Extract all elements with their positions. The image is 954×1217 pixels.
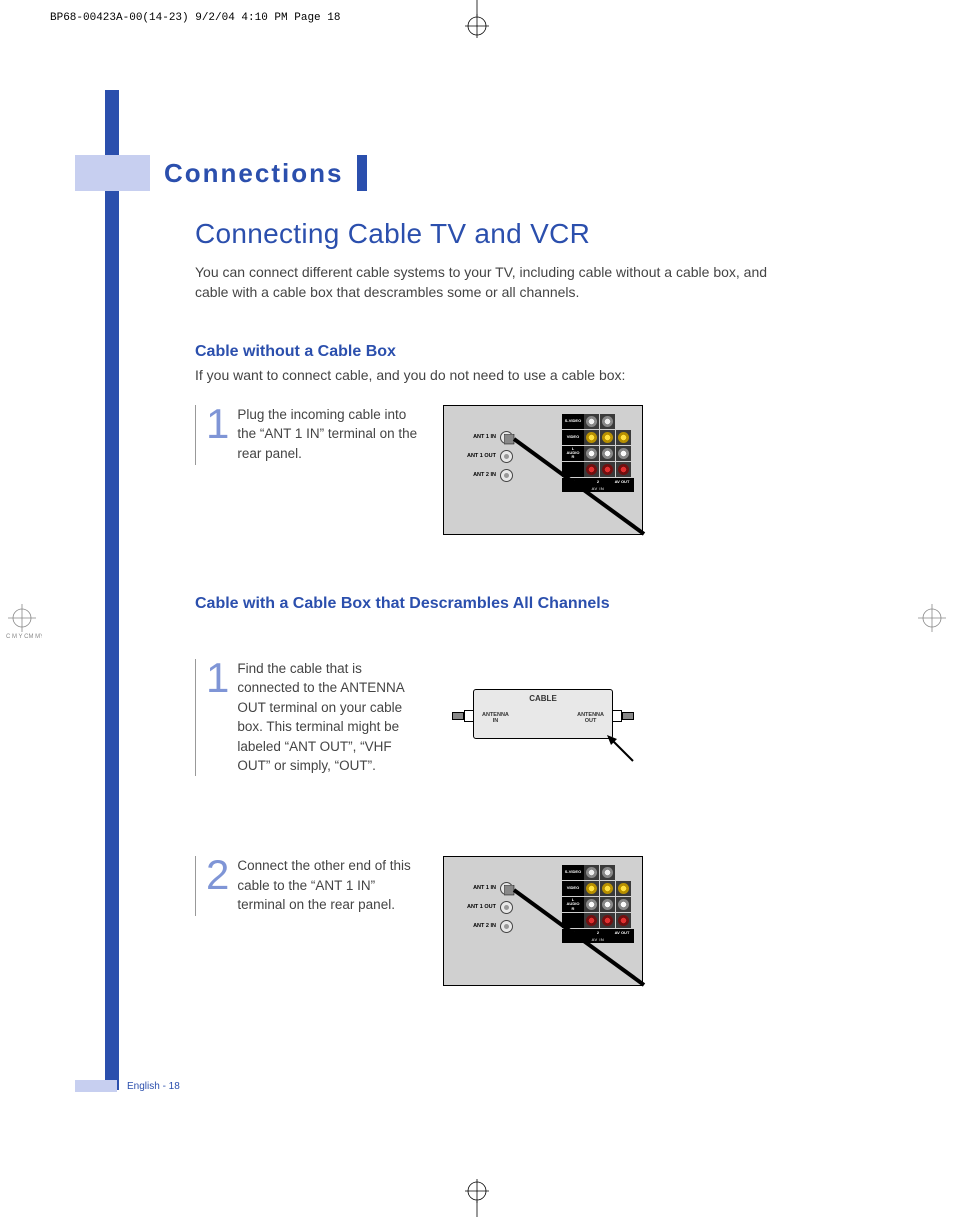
- subsection-1-desc: If you want to connect cable, and you do…: [195, 367, 835, 383]
- cable-plug-icon: [504, 434, 654, 544]
- svideo-jack-icon: [586, 416, 597, 427]
- section-header: Connections: [75, 155, 367, 191]
- ant-label: ANT 1 IN: [464, 434, 496, 440]
- ant-label: ANT 2 IN: [464, 472, 496, 478]
- cable-plug-icon: [504, 885, 654, 995]
- cable-connector-icon: [452, 712, 464, 720]
- section-title: Connections: [164, 158, 343, 189]
- sub1-step1-number: 1: [206, 407, 229, 465]
- page-title: Connecting Cable TV and VCR: [195, 218, 835, 250]
- sub2-step2-row: 2 Connect the other end of this cable to…: [195, 856, 835, 986]
- sub1-step1-row: 1 Plug the incoming cable into the “ANT …: [195, 405, 835, 535]
- subsection-1-heading: Cable without a Cable Box: [195, 343, 835, 361]
- svideo-jack-icon: [602, 416, 613, 427]
- svg-text:C M Y CM MY CY CMY K: C M Y CM MY CY CMY K: [6, 634, 42, 640]
- sub2-step1-row: 1 Find the cable that is connected to th…: [195, 659, 835, 776]
- intro-text: You can connect different cable systems …: [195, 262, 795, 303]
- registration-mark-left: C M Y CM MY CY CMY K: [0, 600, 42, 640]
- ant-label: ANT 2 IN: [464, 923, 496, 929]
- side-blue-bar: [105, 90, 119, 1090]
- ant-label: ANT 1 IN: [464, 885, 496, 891]
- crop-mark-bottom: [457, 1179, 497, 1217]
- crop-mark-top: [457, 0, 497, 38]
- sub2-step2-number: 2: [206, 858, 229, 916]
- sub1-step1-text: Plug the incoming cable into the “ANT 1 …: [237, 405, 417, 465]
- ant-label: ANT 1 OUT: [464, 453, 496, 459]
- av-label: S-VIDEO: [562, 865, 584, 880]
- svideo-jack-icon: [586, 867, 597, 878]
- av-label: S-VIDEO: [562, 414, 584, 429]
- subsection-2-heading: Cable with a Cable Box that Descrambles …: [195, 595, 835, 613]
- cablebox-right-label: ANTENNA OUT: [577, 712, 604, 724]
- cable-connector-icon: [622, 712, 634, 720]
- step-rule: [195, 659, 196, 776]
- cable-box-diagram: CABLE ANTENNA IN ANTENNA OUT: [443, 679, 643, 769]
- registration-mark-right: [912, 600, 954, 640]
- sub2-step1-number: 1: [206, 661, 229, 776]
- step-rule: [195, 856, 196, 916]
- footer-text: English - 18: [127, 1081, 180, 1092]
- sub2-step1-text: Find the cable that is connected to the …: [237, 659, 417, 776]
- footer-accent-bar: [75, 1080, 117, 1092]
- header-end-bar: [357, 155, 367, 191]
- cablebox-port-icon: [464, 710, 474, 722]
- rear-panel-diagram-1: ANT 1 IN ANT 1 OUT ANT 2 IN S-VIDEO VIDE…: [443, 405, 643, 535]
- ant-label: ANT 1 OUT: [464, 904, 496, 910]
- header-light-block: [75, 155, 150, 191]
- cablebox-port-icon: [612, 710, 622, 722]
- svideo-jack-icon: [602, 867, 613, 878]
- page-footer: English - 18: [75, 1080, 180, 1092]
- cablebox-left-label: ANTENNA IN: [482, 712, 509, 724]
- rear-panel-diagram-2: ANT 1 IN ANT 1 OUT ANT 2 IN S-VIDEO VIDE…: [443, 856, 643, 986]
- step-rule: [195, 405, 196, 465]
- sub2-step2-text: Connect the other end of this cable to t…: [237, 856, 417, 916]
- cablebox-title: CABLE: [474, 694, 612, 703]
- arrow-indicator-icon: [603, 731, 643, 771]
- print-header: BP68-00423A-00(14-23) 9/2/04 4:10 PM Pag…: [50, 12, 340, 24]
